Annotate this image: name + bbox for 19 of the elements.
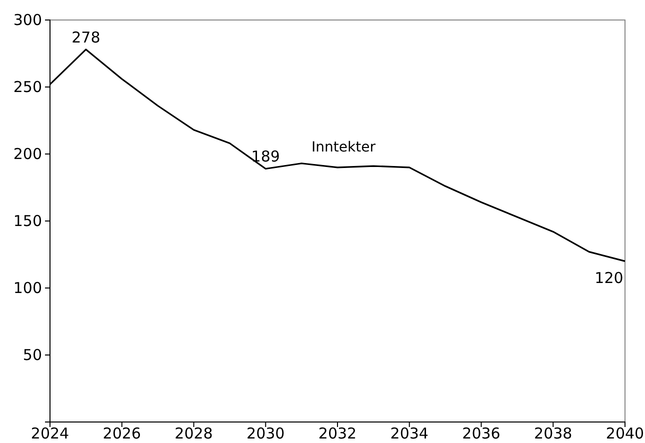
y-tick-label: 50 xyxy=(22,346,42,364)
x-tick-label: 2024 xyxy=(30,424,70,442)
y-tick-label: 100 xyxy=(13,278,42,297)
data-label: 120 xyxy=(594,269,624,288)
x-tick-label: 2040 xyxy=(606,424,644,442)
series-label: Inntekter xyxy=(312,139,376,156)
y-tick-label: 250 xyxy=(13,78,42,96)
y-tick-label: 150 xyxy=(13,212,42,230)
y-tick-label: 200 xyxy=(13,144,42,163)
x-tick-label: 2030 xyxy=(246,424,285,442)
x-tick-label: 2028 xyxy=(174,424,213,442)
x-tick-label: 2036 xyxy=(462,424,500,442)
y-tick-label: 300 xyxy=(13,10,42,29)
x-tick-label: 2038 xyxy=(534,424,572,442)
x-tick-label: 2026 xyxy=(102,424,141,442)
data-label: 189 xyxy=(251,148,280,166)
data-label: 278 xyxy=(72,28,100,46)
x-tick-label: 2032 xyxy=(318,424,357,442)
x-tick-label: 2034 xyxy=(390,424,428,442)
